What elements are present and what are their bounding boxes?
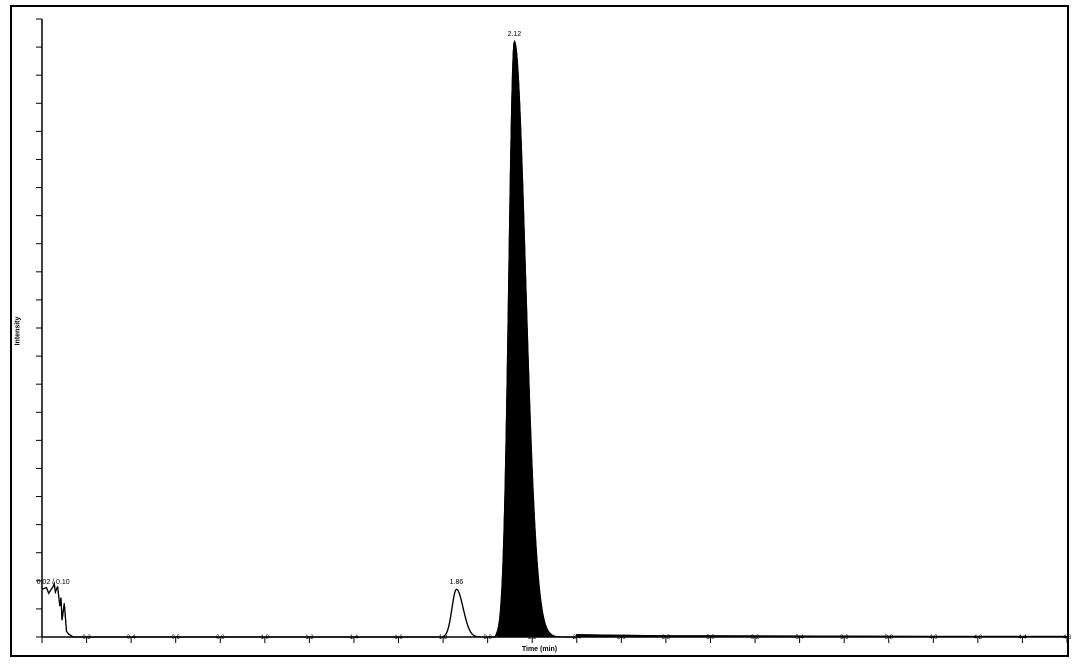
x-tick-label: 1.2 — [305, 635, 313, 641]
x-tick-label: 2.2 — [528, 635, 536, 641]
x-tick-label: 0.4 — [127, 635, 135, 641]
x-tick-label: 1.0 — [261, 635, 269, 641]
x-tick-label: 1.6 — [394, 635, 402, 641]
x-tick-label: 2.0 — [483, 635, 491, 641]
x-tick-label: 1.4 — [350, 635, 358, 641]
x-tick-label: 0.2 — [82, 635, 90, 641]
x-tick-label: 2.6 — [617, 635, 625, 641]
y-axis-label: Intensity — [15, 317, 22, 346]
x-tick-label: 3.8 — [885, 635, 893, 641]
x-tick-label: 4.6 — [1063, 635, 1071, 641]
x-tick-label: 0.6 — [172, 635, 180, 641]
x-tick-label: 4.2 — [974, 635, 982, 641]
x-tick-label: 4.0 — [929, 635, 937, 641]
noise-label: 0.02 / 0.10 — [37, 579, 70, 586]
chromatogram-svg — [12, 7, 1067, 655]
x-axis-label: Time (min) — [522, 646, 557, 653]
x-tick-label: 3.4 — [795, 635, 803, 641]
x-tick-label: 3.0 — [706, 635, 714, 641]
x-tick-label: 4.4 — [1018, 635, 1026, 641]
chart-frame: 0.2 0.4 0.6 0.8 1.0 1.2 1.4 1.6 1.8 2.0 2.2 2.4 2.6 2… — [10, 5, 1069, 657]
plot-area: 0.2 0.4 0.6 0.8 1.0 1.2 1.4 1.6 1.8 2.0 2.2 2.4 2.6 2… — [12, 7, 1067, 655]
x-tick-label: 1.8 — [439, 635, 447, 641]
peak-label: 1.86 — [450, 579, 464, 586]
x-tick-label: 3.6 — [840, 635, 848, 641]
x-tick-label: 0.8 — [216, 635, 224, 641]
x-tick-label: 2.4 — [573, 635, 581, 641]
peak-label: 2.12 — [508, 31, 522, 38]
x-tick-label: 2.8 — [662, 635, 670, 641]
x-tick-label: 3.2 — [751, 635, 759, 641]
